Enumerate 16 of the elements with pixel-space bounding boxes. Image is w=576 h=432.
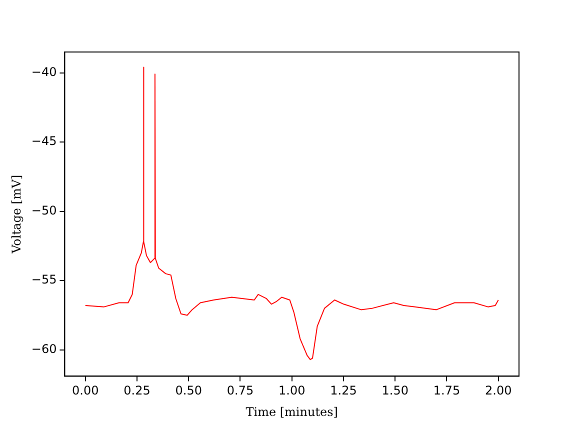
x-axis-title: Time [minutes] bbox=[246, 404, 338, 419]
x-tick-label: 0.25 bbox=[124, 384, 150, 398]
x-tick-label: 1.25 bbox=[330, 384, 357, 398]
x-tick-label: 0.00 bbox=[72, 384, 99, 398]
y-tick-label: −50 bbox=[31, 203, 57, 218]
x-tick-label: 1.75 bbox=[433, 384, 460, 398]
x-tick-label: 1.50 bbox=[382, 384, 408, 398]
x-tick-label: 1.00 bbox=[278, 384, 306, 398]
y-tick-label: −40 bbox=[31, 64, 57, 79]
y-axis-title: Voltage [mV] bbox=[9, 174, 24, 254]
y-tick-label: −60 bbox=[31, 342, 57, 356]
x-tick-label: 2.00 bbox=[484, 384, 512, 398]
x-tick-label: 0.75 bbox=[226, 384, 254, 398]
y-tick-label: −45 bbox=[31, 134, 57, 148]
y-tick-label: −55 bbox=[31, 272, 57, 287]
x-tick-label: 0.50 bbox=[175, 384, 202, 398]
